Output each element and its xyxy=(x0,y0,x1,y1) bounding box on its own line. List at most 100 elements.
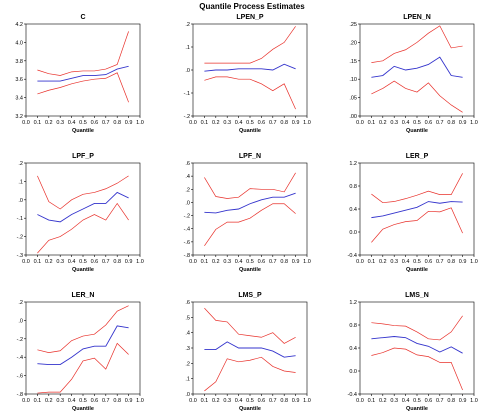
x-tick-label: 0.5 xyxy=(246,398,254,404)
x-tick-label: 0.7 xyxy=(102,259,110,265)
series-line-upper xyxy=(204,172,296,199)
x-tick-label: 0.5 xyxy=(79,259,87,265)
y-tick-label: .05 xyxy=(349,96,357,102)
x-tick-label: 0.3 xyxy=(223,259,231,265)
x-tick-label: 0.2 xyxy=(212,259,220,265)
x-tick-label: 0.9 xyxy=(292,398,300,404)
panel-title: LMS_N xyxy=(405,292,429,299)
x-tick-label: 0.5 xyxy=(246,259,254,265)
y-tick-label: -.6 xyxy=(17,374,23,380)
x-tick-label: 0.9 xyxy=(125,259,133,265)
x-tick-label: 0.2 xyxy=(212,398,220,404)
x-tick-label: 0.9 xyxy=(125,120,133,126)
series-line-upper xyxy=(204,307,296,344)
panel-title: LPF_P xyxy=(72,153,94,160)
x-tick-label: 0.6 xyxy=(425,259,433,265)
x-tick-label: 0.6 xyxy=(258,398,266,404)
series-line-lower xyxy=(37,342,129,394)
series-line-estimate xyxy=(37,325,129,366)
y-tick-label: .10 xyxy=(349,77,357,83)
y-tick-label: .2 xyxy=(185,187,190,193)
series-line-lower xyxy=(204,203,296,246)
x-tick-label: 0.8 xyxy=(447,120,455,126)
y-tick-label: -0.4 xyxy=(348,253,357,259)
x-tick-label: 0.0 xyxy=(22,259,30,265)
y-tick-label: .00 xyxy=(349,114,357,120)
series-line-upper xyxy=(371,173,463,204)
x-tick-label: 0.0 xyxy=(356,259,364,265)
x-tick-label: 0.2 xyxy=(379,398,387,404)
x-tick-label: 0.0 xyxy=(189,120,197,126)
x-axis-label: Quantile xyxy=(72,267,94,273)
x-tick-label: 1.0 xyxy=(303,398,311,404)
x-tick-label: 0.8 xyxy=(447,398,455,404)
panel-title: LPEN_N xyxy=(403,14,431,21)
x-tick-label: 0.6 xyxy=(91,259,99,265)
chart-panel-2: LPEN_N.00.05.10.15.20.250.0 0.1 0.2 0.3 0.4 0… xyxy=(349,14,477,134)
y-tick-label: 1.2 xyxy=(349,161,357,167)
x-tick-label: 0.3 xyxy=(390,259,398,265)
chart-panel-0: C 3.2 3.4 3.6 3.8 4.0 4.2 0.0 0.1 0.2 0.3 0.4 0.5 0.6… xyxy=(15,14,143,134)
x-tick-label: 0.2 xyxy=(45,398,53,404)
y-tick-label: .0 xyxy=(18,318,23,324)
panel-title: LPEN_P xyxy=(236,14,264,21)
series-line-lower xyxy=(371,207,463,243)
x-tick-label: 0.4 xyxy=(235,259,243,265)
x-tick-label: 0.9 xyxy=(292,259,300,265)
y-tick-label: 0.8 xyxy=(349,184,357,190)
x-tick-label: 0.8 xyxy=(113,120,121,126)
y-tick-label: .6 xyxy=(185,161,190,167)
x-tick-label: 0.7 xyxy=(269,259,277,265)
panel-title: LMS_P xyxy=(238,292,262,299)
x-axis-label: Quantile xyxy=(406,406,428,411)
x-tick-label: 0.7 xyxy=(269,120,277,126)
series-line-estimate xyxy=(204,341,296,358)
y-tick-label: .2 xyxy=(185,22,190,28)
x-tick-label: 0.6 xyxy=(91,398,99,404)
y-tick-label: -.2 xyxy=(17,337,23,343)
y-tick-label: 4.0 xyxy=(15,40,23,46)
panel-title: LPF_N xyxy=(239,153,261,160)
x-tick-label: 0.1 xyxy=(368,398,376,404)
x-tick-label: 0.3 xyxy=(56,120,64,126)
series-line-estimate xyxy=(371,56,463,78)
series-line-upper xyxy=(371,25,463,63)
y-tick-label: 3.8 xyxy=(15,59,23,65)
series-line-estimate xyxy=(37,191,129,223)
x-tick-label: 0.7 xyxy=(436,398,444,404)
y-tick-label: -.3 xyxy=(17,253,23,259)
x-tick-label: 0.4 xyxy=(68,398,76,404)
y-tick-label: .1 xyxy=(185,45,190,51)
y-tick-label: .1 xyxy=(185,377,190,383)
x-tick-label: 1.0 xyxy=(470,259,478,265)
chart-panel-4: LPF_N -.8 -.6 -.4 -.2 .0 .2 .4 .6 0.0 0.1 0.2 0.3 0.4… xyxy=(184,153,311,273)
chart-panel-1: LPEN_P-.2-.1.0.1.20.0 0.1 0.2 0.3 0.4 0.5 0.6 0… xyxy=(184,14,311,134)
series-line-lower xyxy=(371,80,463,113)
series-line-estimate xyxy=(37,65,129,82)
y-tick-label: .15 xyxy=(349,59,357,65)
x-tick-label: 0.1 xyxy=(368,259,376,265)
y-tick-label: .1 xyxy=(18,179,23,185)
y-tick-label: -.2 xyxy=(184,214,190,220)
x-tick-label: 1.0 xyxy=(136,120,144,126)
x-tick-label: 0.7 xyxy=(436,120,444,126)
x-tick-label: 1.0 xyxy=(303,120,311,126)
x-tick-label: 0.4 xyxy=(235,398,243,404)
x-tick-label: 0.2 xyxy=(379,259,387,265)
y-tick-label: -.2 xyxy=(17,235,23,241)
series-line-estimate xyxy=(371,336,463,354)
chart-panel-8: LMS_N-0.40.00.40.81.20.0 0.1 0.2 0.3 0.4 0.5 0… xyxy=(348,292,478,411)
y-tick-label: 0.0 xyxy=(349,369,357,375)
x-tick-label: 0.3 xyxy=(223,398,231,404)
x-tick-label: 0.1 xyxy=(34,120,42,126)
x-axis-label: Quantile xyxy=(72,406,94,411)
y-tick-label: 4.2 xyxy=(15,22,23,28)
plot-frame xyxy=(359,23,475,117)
y-tick-label: 0.0 xyxy=(349,230,357,236)
x-axis-label: Quantile xyxy=(239,406,261,411)
chart-panel-6: LER_N -.8 -.6 -.4 -.2 .0 .2 0.0 0.1 0.2 0.3 0.4 0.5 0… xyxy=(17,292,144,411)
x-tick-label: 0.5 xyxy=(413,259,421,265)
x-tick-label: 0.4 xyxy=(68,259,76,265)
chart-panel-3: LPF_P -.3 -.2 -.1 .0 .1 .2 0.0 0.1 0.2 0.3 0.4 0.5 0.… xyxy=(17,153,144,273)
